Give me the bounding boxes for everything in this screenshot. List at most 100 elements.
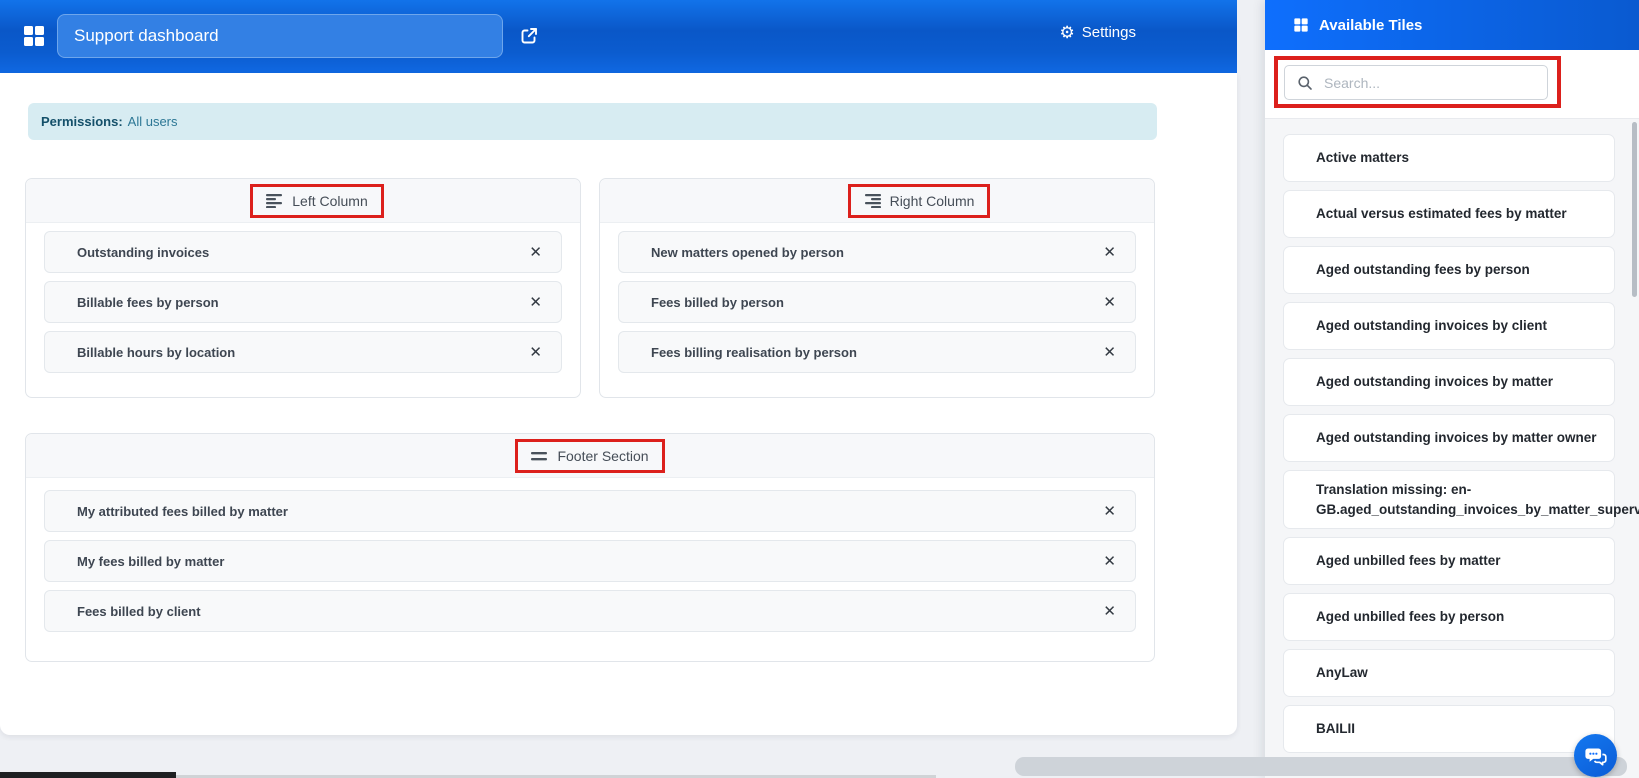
dashboard-tile[interactable]: My attributed fees billed by matter ✕ [44,490,1136,532]
remove-tile-button[interactable]: ✕ [1098,293,1121,312]
tile-label: Billable hours by location [77,344,236,360]
search-input[interactable] [1322,73,1547,92]
tile-label: Billable fees by person [77,294,219,310]
chat-bubbles-icon [1584,744,1608,768]
dashboard-tile[interactable]: Fees billed by person ✕ [618,281,1136,323]
available-tiles-sidebar: Available Tiles Active matters [1265,0,1639,778]
available-tile[interactable]: AnyLaw [1283,649,1615,698]
close-icon: ✕ [1103,552,1116,570]
dashboard-tile[interactable]: Outstanding invoices ✕ [44,231,562,273]
tile-label: Outstanding invoices [77,244,210,260]
tile-label: Fees billing realisation by person [651,344,857,360]
settings-button[interactable]: ⚙ Settings [1054,23,1142,42]
window-bottom-edge [176,775,936,778]
remove-tile-button[interactable]: ✕ [1098,243,1121,262]
align-right-icon [864,193,881,208]
sidebar-vertical-scrollbar[interactable] [1632,122,1637,297]
main-header: ⚙ Settings [0,0,1237,73]
permissions-label: Permissions: [41,114,123,129]
close-icon: ✕ [1103,602,1116,620]
close-icon: ✕ [529,343,542,361]
dashboard-tile[interactable]: My fees billed by matter ✕ [44,540,1136,582]
gear-icon: ⚙ [1059,23,1075,42]
available-tile-label: AnyLaw [1316,665,1368,681]
dashboard-title-input[interactable] [57,14,503,58]
section-header: Right Column [600,179,1154,223]
permissions-banner: Permissions: All users [28,103,1157,140]
available-tile-label: BAILII [1316,721,1355,737]
close-icon: ✕ [529,243,542,261]
remove-tile-button[interactable]: ✕ [1098,552,1121,571]
available-tile-label: Aged outstanding invoices by matter owne… [1316,430,1597,446]
search-field [1284,65,1548,100]
section-tiles: Outstanding invoices ✕ Billable fees by … [26,223,580,373]
dashboard-tile[interactable]: New matters opened by person ✕ [618,231,1136,273]
remove-tile-button[interactable]: ✕ [524,293,547,312]
sidebar-search-zone [1265,50,1639,119]
available-tile-label: Active matters [1316,150,1410,166]
available-tile-label: Aged unbilled fees by matter [1316,553,1501,569]
close-icon: ✕ [529,293,542,311]
dashboard-editor: Permissions: All users Left Column [0,73,1237,735]
available-tile[interactable]: BAILII [1283,705,1615,754]
available-tile[interactable]: Aged unbilled fees by person [1283,593,1615,642]
tile-label: Fees billed by person [651,294,784,310]
section-tiles: My attributed fees billed by matter ✕ My… [26,478,1154,632]
available-tile[interactable]: Aged outstanding invoices by client [1283,302,1615,350]
available-tile-label: Translation missing: en-GB.aged_outstand… [1316,482,1639,517]
section-label: Left Column [292,192,368,209]
available-tile[interactable]: Aged outstanding fees by person [1283,246,1615,294]
close-icon: ✕ [1103,243,1116,261]
section-left-column: Left Column Outstanding invoices ✕ Billa… [25,178,581,398]
chat-button[interactable] [1574,734,1617,777]
equals-icon [531,450,548,462]
search-icon [1297,75,1313,91]
section-header: Left Column [26,179,580,223]
permissions-value: All users [127,114,178,129]
tile-label: Fees billed by client [77,603,201,619]
sidebar-header: Available Tiles [1265,0,1639,50]
external-link-icon [519,26,539,46]
available-tile-label: Aged outstanding invoices by matter [1316,374,1554,390]
tiles-grid-icon [1293,17,1309,33]
section-right-column: Right Column New matters opened by perso… [599,178,1155,398]
available-tiles-list: Active matters Actual versus estimated f… [1283,118,1639,778]
available-tile[interactable]: Active matters [1283,134,1615,182]
dashboard-tile[interactable]: Billable fees by person ✕ [44,281,562,323]
available-tile-label: Aged unbilled fees by person [1316,609,1505,625]
dashboard-tile[interactable]: Fees billed by client ✕ [44,590,1136,632]
available-tile[interactable]: Aged outstanding invoices by matter owne… [1283,414,1615,462]
tile-label: My attributed fees billed by matter [77,503,288,519]
section-tiles: New matters opened by person ✕ Fees bill… [600,223,1154,373]
remove-tile-button[interactable]: ✕ [1098,343,1121,362]
remove-tile-button[interactable]: ✕ [524,243,547,262]
dashboard-tile[interactable]: Fees billing realisation by person ✕ [618,331,1136,373]
section-label-highlight: Footer Section [515,438,665,473]
section-label-highlight: Left Column [250,183,384,218]
horizontal-scrollbar[interactable] [1015,757,1627,776]
settings-label: Settings [1081,24,1136,41]
remove-tile-button[interactable]: ✕ [1098,502,1121,521]
close-icon: ✕ [1103,293,1116,311]
tile-label: New matters opened by person [651,244,844,260]
available-tile[interactable]: Translation missing: en-GB.aged_outstand… [1283,470,1639,530]
available-tile[interactable]: Aged unbilled fees by matter [1283,537,1615,586]
remove-tile-button[interactable]: ✕ [524,343,547,362]
available-tile[interactable]: Aged outstanding invoices by matter [1283,358,1615,406]
sidebar-title: Available Tiles [1319,16,1423,34]
section-label: Right Column [889,192,975,209]
dashboard-tile[interactable]: Billable hours by location ✕ [44,331,562,373]
search-highlight [1274,56,1561,108]
close-icon: ✕ [1103,343,1116,361]
available-tile-label: Actual versus estimated fees by matter [1316,206,1567,222]
section-label-highlight: Right Column [847,183,991,218]
section-footer: Footer Section My attributed fees billed… [25,433,1155,662]
dashboard-grid-icon [22,24,46,48]
available-tile[interactable]: Actual versus estimated fees by matter [1283,190,1615,238]
available-tile-label: Aged outstanding invoices by client [1316,318,1548,334]
close-icon: ✕ [1103,502,1116,520]
open-dashboard-button[interactable] [519,26,539,46]
section-label: Footer Section [557,447,649,464]
remove-tile-button[interactable]: ✕ [1098,602,1121,621]
